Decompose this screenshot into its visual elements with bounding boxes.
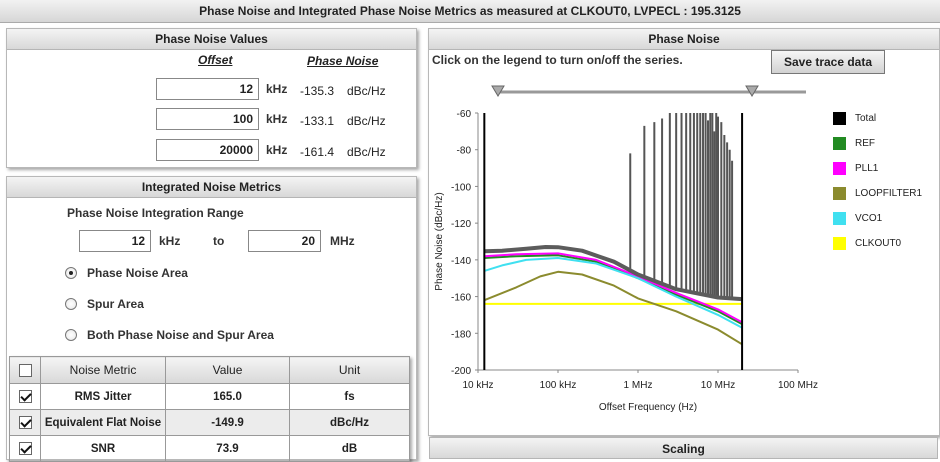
offset-input-3[interactable]: 20000 bbox=[156, 139, 259, 161]
phase-noise-values-header: Phase Noise Values bbox=[7, 29, 416, 50]
y-tick-label: -100 bbox=[451, 182, 471, 193]
integration-range-label: Phase Noise Integration Range bbox=[67, 206, 244, 220]
row-select-cell[interactable] bbox=[10, 436, 41, 462]
y-tick-label: -80 bbox=[457, 146, 472, 157]
window-title: Phase Noise and Integrated Phase Noise M… bbox=[0, 0, 940, 23]
legend-swatch bbox=[833, 212, 846, 225]
legend-swatch bbox=[833, 112, 846, 125]
radio-spur-area-label[interactable]: Spur Area bbox=[87, 297, 144, 311]
legend-label: PLL1 bbox=[855, 162, 878, 175]
phase-noise-value-2: -133.1 bbox=[300, 114, 334, 128]
table-row: RMS Jitter 165.0 fs bbox=[10, 384, 410, 410]
offset-unit-1: kHz bbox=[266, 82, 287, 96]
save-trace-data-button[interactable]: Save trace data bbox=[771, 50, 885, 74]
metric-value-cell: 73.9 bbox=[166, 436, 290, 462]
metric-unit-cell: dBc/Hz bbox=[290, 410, 410, 436]
phase-noise-unit-1: dBc/Hz bbox=[347, 84, 386, 98]
phase-noise-chart-header: Phase Noise bbox=[429, 29, 939, 50]
y-axis-label: Phase Noise (dBc/Hz) bbox=[434, 192, 445, 290]
legend-swatch bbox=[833, 187, 846, 200]
y-tick-label: -200 bbox=[451, 366, 471, 377]
phase-noise-value-3: -161.4 bbox=[300, 145, 334, 159]
metric-unit-cell: fs bbox=[290, 384, 410, 410]
y-tick-label: -120 bbox=[451, 219, 471, 230]
row-checkbox[interactable] bbox=[19, 390, 32, 403]
integration-to-input[interactable]: 20 bbox=[248, 230, 321, 252]
legend-swatch bbox=[833, 237, 846, 250]
noise-metrics-table: Noise Metric Value Unit RMS Jitter 165.0… bbox=[9, 356, 410, 462]
legend-label: VCO1 bbox=[855, 212, 882, 225]
row-checkbox[interactable] bbox=[19, 416, 32, 429]
legend-hint: Click on the legend to turn on/off the s… bbox=[432, 53, 683, 67]
radio-both-area-label[interactable]: Both Phase Noise and Spur Area bbox=[87, 328, 274, 342]
y-tick-label: -160 bbox=[451, 293, 471, 304]
metric-name-cell: SNR bbox=[41, 436, 166, 462]
table-row: Equivalent Flat Noise -149.9 dBc/Hz bbox=[10, 410, 410, 436]
phase-noise-column-header: Phase Noise bbox=[307, 54, 378, 68]
offset-unit-3: kHz bbox=[266, 143, 287, 157]
offset-input-2[interactable]: 100 bbox=[156, 108, 259, 130]
radio-phase-noise-area-label[interactable]: Phase Noise Area bbox=[87, 266, 188, 280]
table-header-row: Noise Metric Value Unit bbox=[10, 357, 410, 384]
phase-noise-chart: -60 -80 -100 -120 -140 -160 -180 -200 10 kHz 100 … bbox=[428, 80, 938, 420]
legend-label: LOOPFILTER1 bbox=[855, 187, 922, 200]
radio-both-area[interactable] bbox=[65, 329, 77, 341]
legend-swatch bbox=[833, 162, 846, 175]
select-all-checkbox[interactable] bbox=[19, 364, 32, 377]
metric-value-cell: 165.0 bbox=[166, 384, 290, 410]
row-select-cell[interactable] bbox=[10, 384, 41, 410]
scaling-header[interactable]: Scaling bbox=[429, 437, 938, 459]
y-tick-label: -60 bbox=[457, 109, 472, 120]
x-tick-label: 100 MHz bbox=[778, 380, 818, 391]
x-tick-label: 100 kHz bbox=[540, 380, 577, 391]
metric-name-cell: Equivalent Flat Noise bbox=[41, 410, 166, 436]
x-tick-label: 1 MHz bbox=[624, 380, 653, 391]
offset-unit-2: kHz bbox=[266, 112, 287, 126]
integration-from-input[interactable]: 12 bbox=[79, 230, 151, 252]
metric-unit-cell: dB bbox=[290, 436, 410, 462]
y-tick-label: -180 bbox=[451, 329, 471, 340]
radio-phase-noise-area[interactable] bbox=[65, 267, 77, 279]
legend-label: REF bbox=[855, 137, 875, 150]
metric-name-cell: RMS Jitter bbox=[41, 384, 166, 410]
metric-value-cell: -149.9 bbox=[166, 410, 290, 436]
integration-to-unit: MHz bbox=[330, 234, 355, 248]
noise-metric-column-header: Noise Metric bbox=[41, 357, 166, 384]
legend-label: CLKOUT0 bbox=[855, 237, 901, 250]
row-checkbox[interactable] bbox=[19, 442, 32, 455]
value-column-header: Value bbox=[166, 357, 290, 384]
x-tick-label: 10 MHz bbox=[701, 380, 735, 391]
x-tick-label: 10 kHz bbox=[462, 380, 493, 391]
integrated-noise-header: Integrated Noise Metrics bbox=[7, 177, 416, 198]
table-row: SNR 73.9 dB bbox=[10, 436, 410, 462]
legend-label: Total bbox=[855, 112, 876, 125]
integration-from-unit: kHz bbox=[159, 234, 180, 248]
phase-noise-unit-3: dBc/Hz bbox=[347, 145, 386, 159]
radio-spur-area[interactable] bbox=[65, 298, 77, 310]
phase-noise-value-1: -135.3 bbox=[300, 84, 334, 98]
y-tick-label: -140 bbox=[451, 256, 471, 267]
legend-swatch bbox=[833, 137, 846, 150]
unit-column-header: Unit bbox=[290, 357, 410, 384]
select-all-header[interactable] bbox=[10, 357, 41, 384]
offset-input-1[interactable]: 12 bbox=[156, 78, 259, 100]
phase-noise-unit-2: dBc/Hz bbox=[347, 114, 386, 128]
integration-to-label: to bbox=[213, 234, 224, 248]
x-axis-label: Offset Frequency (Hz) bbox=[599, 402, 697, 413]
offset-column-header: Offset bbox=[198, 53, 232, 67]
row-select-cell[interactable] bbox=[10, 410, 41, 436]
